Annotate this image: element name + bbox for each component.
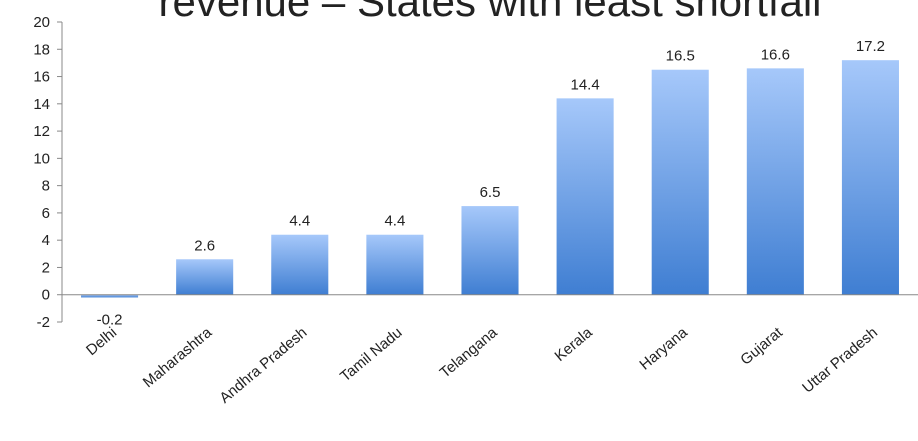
y-tick-label: 0 <box>42 287 50 304</box>
y-tick-label: 12 <box>33 123 50 140</box>
x-tick-label: Uttar Pradesh <box>799 324 881 397</box>
value-label: 17.2 <box>856 38 885 55</box>
bar <box>556 98 614 295</box>
y-tick-label: -2 <box>37 314 50 331</box>
y-tick-label: 14 <box>33 96 50 113</box>
value-label: -0.2 <box>97 312 123 329</box>
bar <box>176 259 234 295</box>
bar <box>841 60 899 295</box>
value-label: 6.5 <box>480 184 501 201</box>
bar <box>746 68 804 295</box>
chart-title: revenue – States with least shortfall <box>158 0 821 25</box>
y-tick-label: 6 <box>42 205 50 222</box>
x-tick-label: Andhra Pradesh <box>216 324 310 407</box>
x-tick-label: Maharashtra <box>140 324 216 392</box>
value-label: 2.6 <box>194 237 215 254</box>
x-tick-label: Delhi <box>83 324 120 359</box>
bar <box>366 234 424 295</box>
y-tick-label: 20 <box>33 14 50 31</box>
x-tick-label: Telangana <box>437 324 501 382</box>
value-label: 14.4 <box>571 76 600 93</box>
y-tick-label: 10 <box>33 150 50 167</box>
x-tick-label: Gujarat <box>737 324 786 369</box>
bar <box>651 69 709 295</box>
x-tick-label: Kerala <box>552 324 597 365</box>
y-tick-label: 16 <box>33 69 50 86</box>
y-tick-label: 4 <box>42 232 50 249</box>
bar <box>271 234 329 295</box>
bar <box>461 206 519 295</box>
x-tick-label: Haryana <box>636 324 691 374</box>
value-label: 4.4 <box>289 213 310 230</box>
value-label: 16.6 <box>761 46 790 63</box>
value-label: 16.5 <box>666 48 695 65</box>
y-tick-label: 2 <box>42 259 50 276</box>
x-tick-label: Tamil Nadu <box>337 324 405 385</box>
y-tick-label: 8 <box>42 178 50 195</box>
bar <box>81 294 139 298</box>
y-tick-label: 18 <box>33 41 50 58</box>
value-label: 4.4 <box>384 213 405 230</box>
